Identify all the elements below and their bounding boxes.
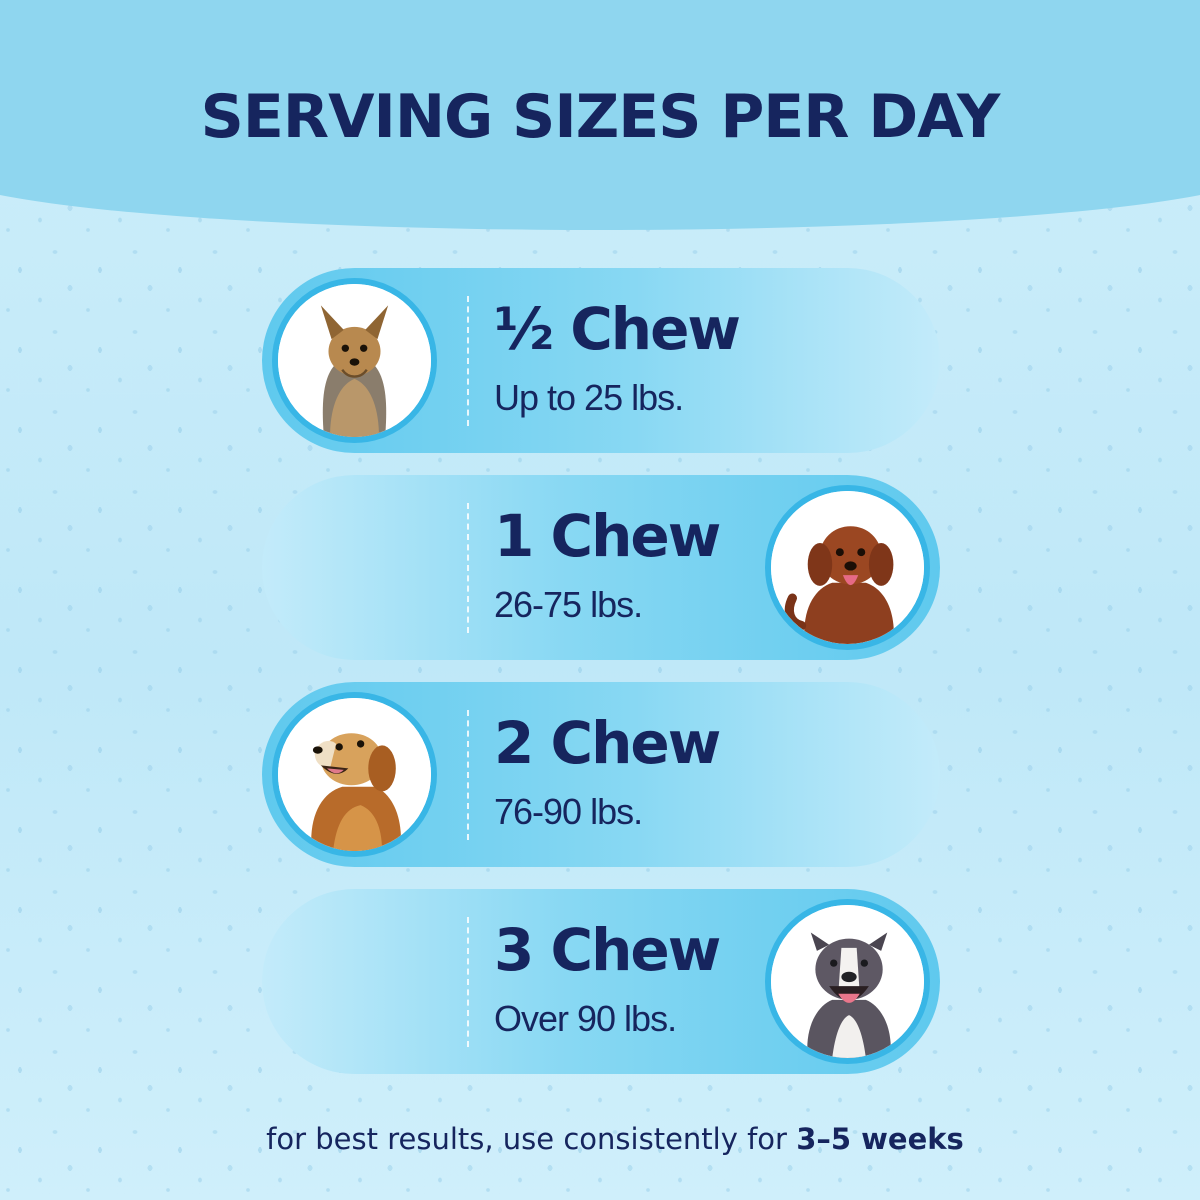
dose-label: ½ Chew bbox=[494, 295, 741, 363]
dose-label: 3 Chew bbox=[494, 916, 721, 984]
footnote-text: for best results, use consistently for bbox=[266, 1122, 797, 1156]
weight-range-label: 76-90 lbs. bbox=[494, 791, 643, 832]
serving-card-3-chew: 3 Chew Over 90 lbs. bbox=[262, 889, 940, 1074]
labradoodle-photo bbox=[765, 485, 930, 650]
yorkshire-terrier-photo bbox=[272, 278, 437, 443]
card-divider bbox=[467, 296, 469, 426]
usage-footnote: for best results, use consistently for 3… bbox=[0, 1122, 1200, 1156]
dose-label: 2 Chew bbox=[494, 709, 721, 777]
pit-bull-photo bbox=[765, 899, 930, 1064]
weight-range-label: Up to 25 lbs. bbox=[494, 377, 684, 418]
footnote-duration: 3–5 weeks bbox=[796, 1122, 964, 1156]
serving-card-2-chew: 2 Chew 76-90 lbs. bbox=[262, 682, 940, 867]
serving-card-1-chew: 1 Chew 26-75 lbs. bbox=[262, 475, 940, 660]
page-title: SERVING SIZES PER DAY bbox=[200, 82, 1001, 152]
card-divider bbox=[467, 503, 469, 633]
header-band bbox=[0, 0, 1200, 230]
weight-range-label: Over 90 lbs. bbox=[494, 998, 677, 1039]
dose-label: 1 Chew bbox=[494, 502, 721, 570]
card-divider bbox=[467, 710, 469, 840]
card-divider bbox=[467, 917, 469, 1047]
serving-card-half-chew: ½ Chew Up to 25 lbs. bbox=[262, 268, 940, 453]
golden-retriever-photo bbox=[272, 692, 437, 857]
weight-range-label: 26-75 lbs. bbox=[494, 584, 643, 625]
